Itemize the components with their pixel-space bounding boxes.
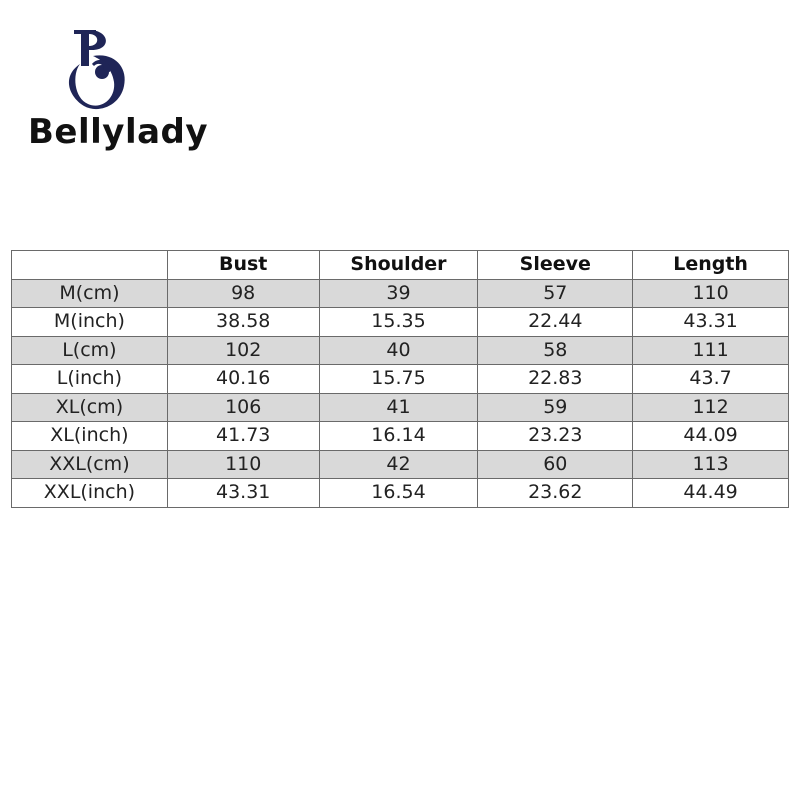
length-value: 43.31 (632, 307, 789, 337)
header-row: Bust Shoulder Sleeve Length (11, 250, 789, 280)
shoulder-value: 16.54 (318, 478, 479, 508)
table-row: L(inch) 40.16 15.75 22.83 43.7 (11, 364, 789, 394)
bo-monogram-icon (68, 30, 125, 110)
sleeve-value: 23.62 (477, 478, 634, 508)
shoulder-value: 41 (318, 392, 479, 422)
length-value: 113 (632, 449, 789, 479)
bust-value: 98 (166, 278, 320, 308)
bust-value: 106 (166, 392, 320, 422)
table-row: XL(inch) 41.73 16.14 23.23 44.09 (11, 421, 789, 451)
header-length: Length (632, 250, 789, 280)
table-row: L(cm) 102 40 58 111 (11, 335, 789, 365)
bust-value: 43.31 (166, 478, 320, 508)
size-label: XXL(inch) (11, 478, 168, 508)
table-row: XXL(inch) 43.31 16.54 23.62 44.49 (11, 478, 789, 508)
size-label: M(cm) (11, 278, 168, 308)
brand-logo (28, 28, 178, 158)
length-value: 110 (632, 278, 789, 308)
sleeve-value: 22.83 (477, 364, 634, 394)
length-value: 44.49 (632, 478, 789, 508)
shoulder-value: 15.75 (318, 364, 479, 394)
size-label: L(inch) (11, 364, 168, 394)
table-row: M(cm) 98 39 57 110 (11, 278, 789, 308)
sleeve-value: 60 (477, 449, 634, 479)
table-row: XXL(cm) 110 42 60 113 (11, 449, 789, 479)
size-label: XXL(cm) (11, 449, 168, 479)
length-value: 43.7 (632, 364, 789, 394)
header-sleeve: Sleeve (477, 250, 634, 280)
sleeve-value: 57 (477, 278, 634, 308)
shoulder-value: 40 (318, 335, 479, 365)
bust-value: 38.58 (166, 307, 320, 337)
table-row: M(inch) 38.58 15.35 22.44 43.31 (11, 307, 789, 337)
sleeve-value: 58 (477, 335, 634, 365)
bust-value: 102 (166, 335, 320, 365)
size-chart-table: Bust Shoulder Sleeve Length M(cm) 98 39 57 1… (11, 250, 789, 508)
length-value: 111 (632, 335, 789, 365)
bust-value: 41.73 (166, 421, 320, 451)
header-bust: Bust (166, 250, 320, 280)
sleeve-value: 22.44 (477, 307, 634, 337)
shoulder-value: 42 (318, 449, 479, 479)
header-size (11, 250, 168, 280)
brand-name: Bellylady (28, 112, 209, 152)
bust-value: 40.16 (166, 364, 320, 394)
size-label: M(inch) (11, 307, 168, 337)
table-row: XL(cm) 106 41 59 112 (11, 392, 789, 422)
length-value: 44.09 (632, 421, 789, 451)
size-label: XL(inch) (11, 421, 168, 451)
sleeve-value: 59 (477, 392, 634, 422)
size-label: L(cm) (11, 335, 168, 365)
shoulder-value: 16.14 (318, 421, 479, 451)
header-shoulder: Shoulder (318, 250, 479, 280)
shoulder-value: 15.35 (318, 307, 479, 337)
bust-value: 110 (166, 449, 320, 479)
sleeve-value: 23.23 (477, 421, 634, 451)
size-label: XL(cm) (11, 392, 168, 422)
shoulder-value: 39 (318, 278, 479, 308)
length-value: 112 (632, 392, 789, 422)
